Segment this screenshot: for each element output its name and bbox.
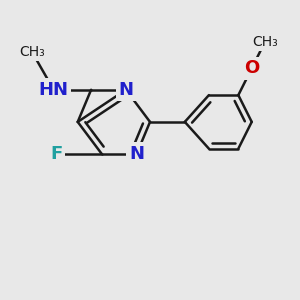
Text: CH₃: CH₃	[252, 34, 278, 49]
Text: O: O	[244, 59, 259, 77]
Text: N: N	[118, 81, 134, 99]
Text: HN: HN	[39, 81, 69, 99]
Text: F: F	[50, 145, 62, 163]
Text: N: N	[129, 145, 144, 163]
Text: CH₃: CH₃	[19, 45, 45, 59]
